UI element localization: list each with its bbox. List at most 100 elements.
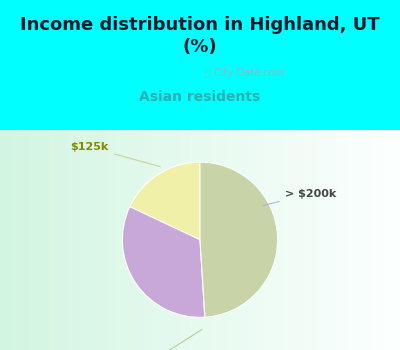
Bar xyxy=(297,130,300,350)
Bar xyxy=(220,130,223,350)
Bar xyxy=(200,130,203,350)
Bar xyxy=(330,130,333,350)
Bar xyxy=(187,130,190,350)
Bar xyxy=(167,130,170,350)
Bar xyxy=(30,130,33,350)
Bar xyxy=(387,130,390,350)
Bar xyxy=(140,130,143,350)
Bar xyxy=(307,130,310,350)
Bar xyxy=(57,130,60,350)
Bar xyxy=(340,130,343,350)
Bar xyxy=(33,130,37,350)
Text: Income distribution in Highland, UT
(%): Income distribution in Highland, UT (%) xyxy=(20,15,380,56)
Bar xyxy=(113,130,117,350)
Bar xyxy=(287,130,290,350)
Bar xyxy=(280,130,283,350)
Bar xyxy=(190,130,193,350)
Wedge shape xyxy=(200,162,278,317)
Bar xyxy=(347,130,350,350)
Bar xyxy=(350,130,353,350)
Bar xyxy=(53,130,57,350)
Bar xyxy=(290,130,293,350)
Bar xyxy=(100,130,103,350)
Bar xyxy=(230,130,233,350)
Bar xyxy=(300,130,303,350)
Wedge shape xyxy=(130,162,200,240)
Bar xyxy=(70,130,73,350)
Bar xyxy=(273,130,277,350)
Bar xyxy=(260,130,263,350)
Bar xyxy=(393,130,397,350)
Text: ⓘ City-Data.com: ⓘ City-Data.com xyxy=(205,68,284,78)
Bar xyxy=(247,130,250,350)
Bar xyxy=(253,130,257,350)
Bar xyxy=(177,130,180,350)
Bar xyxy=(127,130,130,350)
Bar xyxy=(10,130,13,350)
Bar xyxy=(367,130,370,350)
Bar xyxy=(310,130,313,350)
Bar xyxy=(137,130,140,350)
Bar xyxy=(193,130,197,350)
Bar xyxy=(103,130,107,350)
Bar xyxy=(77,130,80,350)
Bar xyxy=(130,130,133,350)
Bar xyxy=(237,130,240,350)
Bar xyxy=(217,130,220,350)
Bar xyxy=(223,130,227,350)
Bar xyxy=(390,130,393,350)
Bar xyxy=(83,130,87,350)
Bar xyxy=(3,130,7,350)
Bar xyxy=(63,130,67,350)
Bar xyxy=(183,130,187,350)
Bar xyxy=(43,130,47,350)
Bar xyxy=(243,130,247,350)
Bar xyxy=(17,130,20,350)
Bar xyxy=(27,130,30,350)
Bar xyxy=(23,130,27,350)
Bar xyxy=(37,130,40,350)
Bar xyxy=(250,130,253,350)
Bar xyxy=(0,130,3,350)
Bar xyxy=(93,130,97,350)
Bar xyxy=(157,130,160,350)
Bar xyxy=(207,130,210,350)
Bar xyxy=(7,130,10,350)
Bar xyxy=(283,130,287,350)
Bar xyxy=(173,130,177,350)
Bar xyxy=(213,130,217,350)
Bar xyxy=(170,130,173,350)
Bar xyxy=(383,130,387,350)
Bar xyxy=(203,130,207,350)
Text: $125k: $125k xyxy=(71,142,160,167)
Bar xyxy=(143,130,147,350)
Bar xyxy=(160,130,163,350)
Bar xyxy=(120,130,123,350)
Bar xyxy=(370,130,373,350)
Bar xyxy=(313,130,317,350)
Bar xyxy=(87,130,90,350)
Bar xyxy=(337,130,340,350)
Bar xyxy=(40,130,43,350)
Bar xyxy=(133,130,137,350)
Bar xyxy=(257,130,260,350)
Bar xyxy=(123,130,127,350)
Text: > $200k: > $200k xyxy=(263,189,336,205)
Bar xyxy=(90,130,93,350)
Bar xyxy=(333,130,337,350)
Bar xyxy=(323,130,327,350)
Bar xyxy=(80,130,83,350)
Bar xyxy=(263,130,267,350)
Bar xyxy=(107,130,110,350)
Bar xyxy=(47,130,50,350)
Bar xyxy=(50,130,53,350)
Bar xyxy=(60,130,63,350)
Bar xyxy=(240,130,243,350)
Bar xyxy=(147,130,150,350)
Bar xyxy=(117,130,120,350)
Bar xyxy=(163,130,167,350)
Bar xyxy=(373,130,377,350)
Bar xyxy=(227,130,230,350)
Bar xyxy=(357,130,360,350)
Bar xyxy=(327,130,330,350)
